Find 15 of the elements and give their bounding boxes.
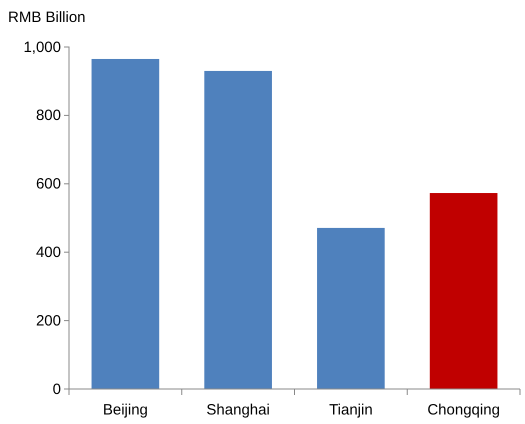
y-tick-label: 600	[36, 176, 61, 193]
y-tick-label: 200	[36, 312, 61, 330]
x-tick-label: Chongqing	[427, 402, 500, 419]
y-tick-label: 1,000	[23, 38, 61, 56]
bar	[430, 193, 498, 389]
bar	[204, 70, 272, 389]
y-axis-title: RMB Billion	[8, 9, 86, 26]
x-tick-label: Tianjin	[329, 402, 373, 419]
y-tick-label: 0	[52, 380, 61, 398]
x-tick-label: Shanghai	[206, 402, 270, 419]
y-tick-label: 800	[36, 107, 61, 124]
bar	[92, 58, 160, 389]
y-tick-label: 400	[36, 244, 61, 261]
bar	[317, 228, 385, 389]
x-tick-label: Beijing	[102, 402, 148, 419]
